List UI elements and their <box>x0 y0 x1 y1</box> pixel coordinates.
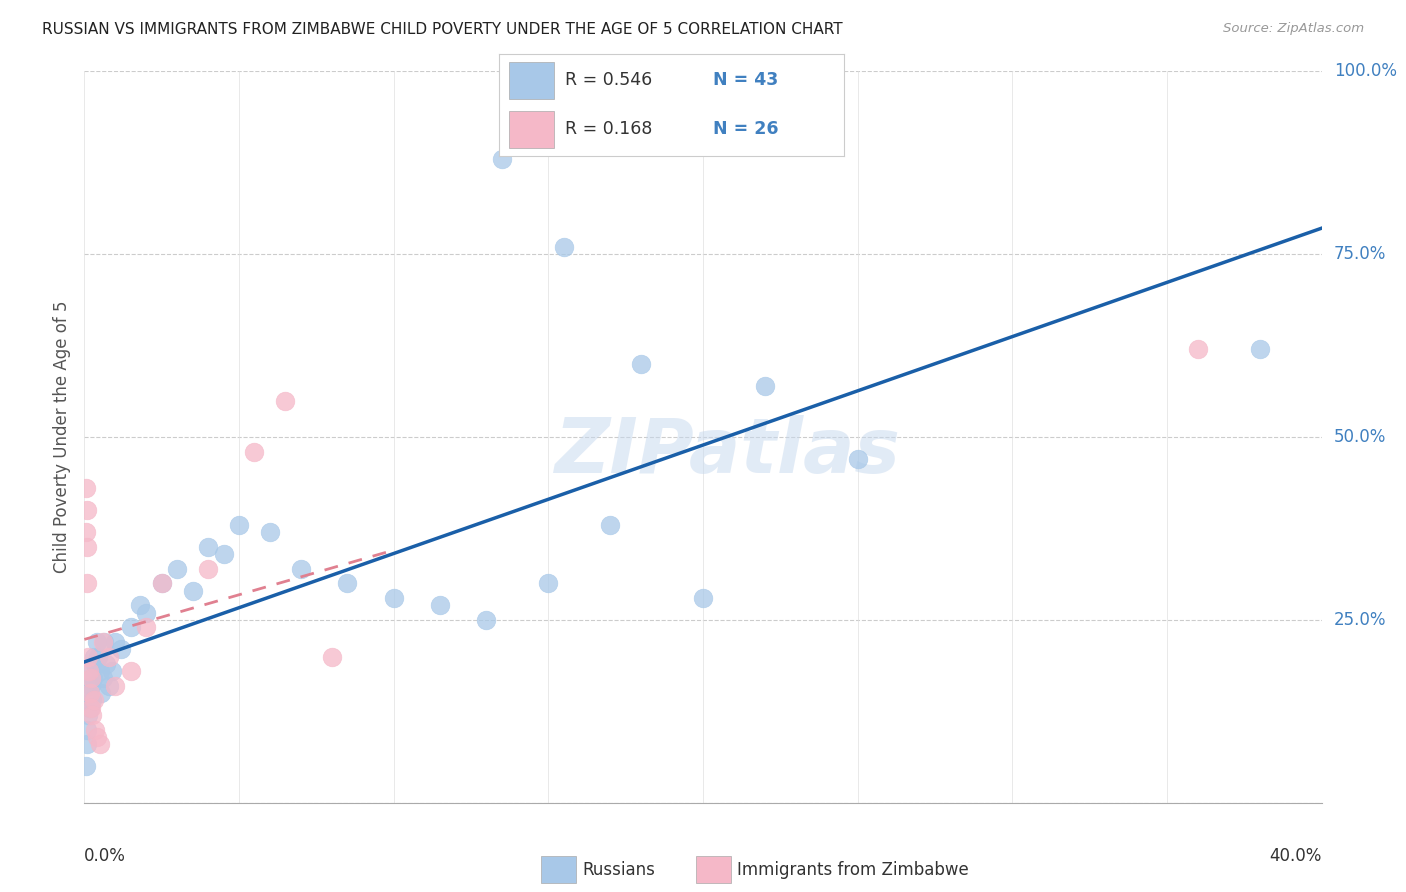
Point <box>87 649 110 664</box>
Point <box>98 679 121 693</box>
Point <box>82 708 104 723</box>
Text: 40.0%: 40.0% <box>1270 847 1322 864</box>
Point <box>98 649 121 664</box>
Point <box>129 599 152 613</box>
Text: R = 0.546: R = 0.546 <box>565 71 652 89</box>
Point <box>89 664 111 678</box>
Text: Source: ZipAtlas.com: Source: ZipAtlas.com <box>1223 22 1364 36</box>
Point <box>82 672 104 686</box>
Point <box>104 635 127 649</box>
Point <box>274 393 297 408</box>
Point <box>77 664 100 678</box>
Text: Russians: Russians <box>582 861 655 879</box>
Point <box>84 723 107 737</box>
Point <box>150 576 173 591</box>
Point <box>846 452 869 467</box>
Text: R = 0.168: R = 0.168 <box>565 120 652 138</box>
Point <box>79 700 101 714</box>
Point <box>76 576 98 591</box>
Point <box>91 635 114 649</box>
Point <box>75 525 97 540</box>
Point <box>1249 343 1271 357</box>
Point <box>135 606 157 620</box>
Point <box>79 686 101 700</box>
Text: 75.0%: 75.0% <box>1334 245 1386 263</box>
Point <box>76 503 98 517</box>
Point <box>181 583 204 598</box>
Point <box>110 642 132 657</box>
Point <box>91 672 114 686</box>
Point <box>76 737 98 751</box>
Point <box>382 591 405 605</box>
Point <box>86 730 108 744</box>
Point <box>599 517 621 532</box>
Point <box>120 620 142 634</box>
Point <box>84 657 107 671</box>
Point <box>754 379 776 393</box>
Point <box>79 664 101 678</box>
Text: RUSSIAN VS IMMIGRANTS FROM ZIMBABWE CHILD POVERTY UNDER THE AGE OF 5 CORRELATION: RUSSIAN VS IMMIGRANTS FROM ZIMBABWE CHIL… <box>42 22 842 37</box>
Point <box>75 759 97 773</box>
Bar <box>509 111 554 148</box>
Point <box>537 576 560 591</box>
Point <box>79 700 101 714</box>
Point <box>135 620 157 634</box>
Point <box>76 540 98 554</box>
Point <box>86 635 108 649</box>
Text: N = 26: N = 26 <box>713 120 778 138</box>
Point <box>77 686 100 700</box>
Point <box>429 599 451 613</box>
Text: Immigrants from Zimbabwe: Immigrants from Zimbabwe <box>737 861 969 879</box>
Point <box>76 723 98 737</box>
Point <box>491 152 513 166</box>
Point <box>321 649 343 664</box>
Bar <box>509 62 554 99</box>
Point <box>259 525 281 540</box>
Point <box>1187 343 1209 357</box>
Point <box>120 664 142 678</box>
Point <box>83 649 105 664</box>
Text: ZIPatlas: ZIPatlas <box>555 415 901 489</box>
Text: 100.0%: 100.0% <box>1334 62 1398 80</box>
Text: 0.0%: 0.0% <box>84 847 127 864</box>
Point <box>90 686 112 700</box>
Point <box>553 240 575 254</box>
Point <box>166 562 188 576</box>
Point <box>89 737 111 751</box>
Point <box>150 576 173 591</box>
Y-axis label: Child Poverty Under the Age of 5: Child Poverty Under the Age of 5 <box>53 301 72 574</box>
Text: N = 43: N = 43 <box>713 71 778 89</box>
Point <box>104 679 127 693</box>
Point <box>83 693 105 707</box>
Point <box>80 672 103 686</box>
Point <box>197 562 219 576</box>
Point <box>212 547 235 561</box>
Point <box>290 562 312 576</box>
Point <box>93 635 115 649</box>
Point <box>228 517 250 532</box>
Point <box>336 576 359 591</box>
Point <box>77 649 100 664</box>
Point <box>82 693 104 707</box>
Point <box>77 708 100 723</box>
Text: 50.0%: 50.0% <box>1334 428 1386 446</box>
Point <box>101 664 124 678</box>
Point <box>692 591 714 605</box>
Point <box>475 613 498 627</box>
Text: 25.0%: 25.0% <box>1334 611 1386 629</box>
Point <box>75 481 97 495</box>
Point <box>94 657 117 671</box>
Point <box>243 444 266 458</box>
Point <box>80 679 103 693</box>
Point <box>630 357 652 371</box>
Point <box>197 540 219 554</box>
